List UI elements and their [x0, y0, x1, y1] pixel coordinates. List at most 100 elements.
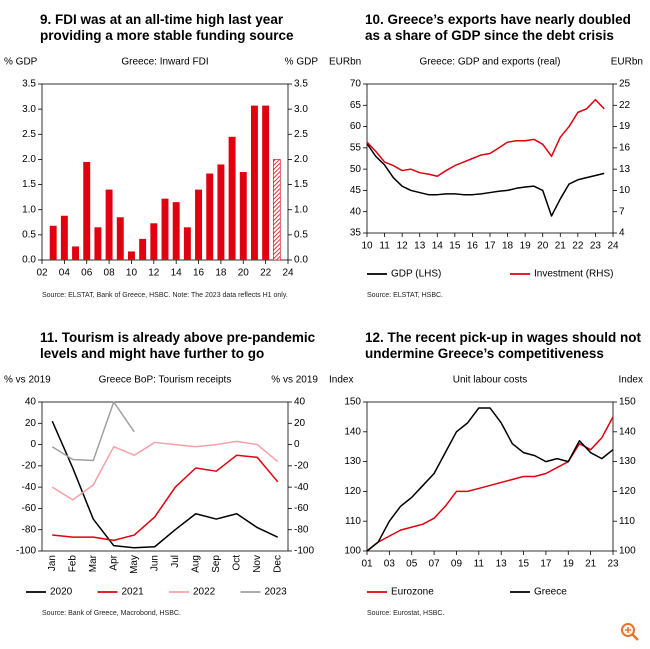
- y2-axis-label: Index: [619, 375, 643, 386]
- bar: [72, 246, 80, 260]
- chart-subtitle: Greece BoP: Tourism receipts: [99, 375, 232, 386]
- x-tick-label: 07: [429, 559, 441, 570]
- y2-tick-label: 20: [294, 418, 306, 429]
- bar: [60, 215, 68, 260]
- chart: % GDP Greece: Inward FDI % GDP 0.0 0.5 1.0 1.5…: [4, 57, 318, 279]
- bar: [250, 105, 258, 260]
- chart-subtitle: Greece: Inward FDI: [121, 57, 208, 68]
- x-tick-label: 08: [104, 268, 116, 279]
- x-tick-label: Nov: [252, 555, 263, 573]
- series-line: [366, 143, 605, 217]
- source-note: Source: Bank of Greece, Macrobond, HSBC.: [42, 610, 181, 617]
- x-tick-label: Oct: [231, 555, 242, 571]
- y-tick-label: 40: [350, 206, 362, 217]
- x-tick-label: Sep: [211, 555, 222, 573]
- y2-tick-label: -80: [294, 524, 309, 535]
- y-tick-label: 65: [350, 100, 362, 111]
- y2-tick-label: 22: [619, 100, 631, 111]
- chart-title: 11. Tourism is already above pre-pandemi…: [40, 330, 316, 361]
- legend-label: 2020: [50, 587, 73, 598]
- x-tick-label: 16: [193, 268, 205, 279]
- series-line: [366, 407, 614, 552]
- y-tick-label: 20: [25, 418, 37, 429]
- y2-tick-label: 40: [294, 397, 306, 408]
- bar: [217, 164, 225, 260]
- y-tick-label: 150: [344, 397, 361, 408]
- y2-tick-label: 0.5: [294, 229, 308, 240]
- y2-tick-label: 1.5: [294, 179, 308, 190]
- x-tick-label: 21: [555, 241, 567, 252]
- series-line: [51, 420, 279, 549]
- x-tick-label: Aug: [190, 555, 201, 573]
- legend-label: Eurozone: [391, 587, 434, 598]
- y2-tick-label: 140: [619, 426, 636, 437]
- y-tick-label: -100: [16, 546, 36, 557]
- x-tick-label: 20: [537, 241, 549, 252]
- series-line: [52, 454, 279, 542]
- y-tick-label: 140: [344, 426, 361, 437]
- x-tick-label: 19: [563, 559, 575, 570]
- y-tick-label: -40: [22, 482, 37, 493]
- series-line: [51, 440, 279, 501]
- legend-label: 2021: [122, 587, 145, 598]
- y-tick-label: 50: [350, 164, 362, 175]
- legend-label: 2022: [193, 587, 216, 598]
- y2-tick-label: 10: [619, 185, 631, 196]
- x-tick-label: May: [129, 555, 140, 574]
- bar: [262, 105, 270, 260]
- y2-axis-label: % vs 2019: [271, 375, 318, 386]
- y-tick-label: 1.5: [22, 179, 36, 190]
- y-tick-label: 35: [350, 228, 362, 239]
- y2-tick-label: 16: [619, 142, 631, 153]
- bar: [150, 223, 158, 260]
- bar: [228, 136, 236, 260]
- bar: [273, 159, 281, 261]
- y2-tick-label: 3.5: [294, 79, 308, 90]
- y-tick-label: -20: [22, 460, 37, 471]
- x-tick-label: 15: [449, 241, 461, 252]
- plot-frame: [366, 401, 614, 552]
- bar: [127, 251, 135, 260]
- x-tick-label: 12: [397, 241, 409, 252]
- bar: [83, 161, 91, 260]
- x-tick-label: Jun: [149, 555, 160, 571]
- x-tick-label: 03: [384, 559, 396, 570]
- series-line: [366, 416, 614, 552]
- x-tick-label: 10: [126, 268, 138, 279]
- y-tick-label: 130: [344, 456, 361, 467]
- x-tick-label: 24: [607, 241, 619, 252]
- x-tick-label: Apr: [108, 554, 119, 570]
- y-tick-label: 3.5: [22, 79, 36, 90]
- bar: [116, 217, 124, 260]
- source-note: Source: ELSTAT, HSBC.: [367, 292, 443, 299]
- y-axis-label: % GDP: [4, 57, 38, 68]
- x-tick-label: 23: [607, 559, 619, 570]
- y-tick-label: 60: [350, 121, 362, 132]
- x-tick-label: 14: [171, 268, 183, 279]
- y2-tick-label: -60: [294, 503, 309, 514]
- y-axis-label: % vs 2019: [4, 375, 51, 386]
- x-tick-label: 09: [451, 559, 463, 570]
- chart-subtitle: Greece: GDP and exports (real): [420, 57, 561, 68]
- y-tick-label: 3.0: [22, 104, 36, 115]
- panel: 12. The recent pick-up in wages should n…: [325, 318, 650, 636]
- y2-tick-label: 130: [619, 456, 636, 467]
- x-tick-label: Jul: [170, 555, 181, 568]
- y2-tick-label: -100: [294, 546, 314, 557]
- x-tick-label: 18: [502, 241, 514, 252]
- y-tick-label: -80: [22, 524, 37, 535]
- x-tick-label: 12: [148, 268, 160, 279]
- y2-tick-label: 25: [619, 79, 631, 90]
- y-tick-label: 100: [344, 546, 361, 557]
- chart-title: 10. Greece’s exports have nearly doubled…: [365, 12, 631, 43]
- x-tick-label: 20: [238, 268, 250, 279]
- bar: [139, 238, 147, 260]
- x-tick-label: 11: [379, 241, 390, 252]
- y-tick-label: 45: [350, 185, 362, 196]
- bar: [161, 198, 169, 260]
- legend-label: Greece: [534, 587, 567, 598]
- y2-tick-label: 2.5: [294, 129, 308, 140]
- x-tick-label: 21: [585, 559, 597, 570]
- y-tick-label: 0: [30, 439, 36, 450]
- y-axis-label: Index: [329, 375, 353, 386]
